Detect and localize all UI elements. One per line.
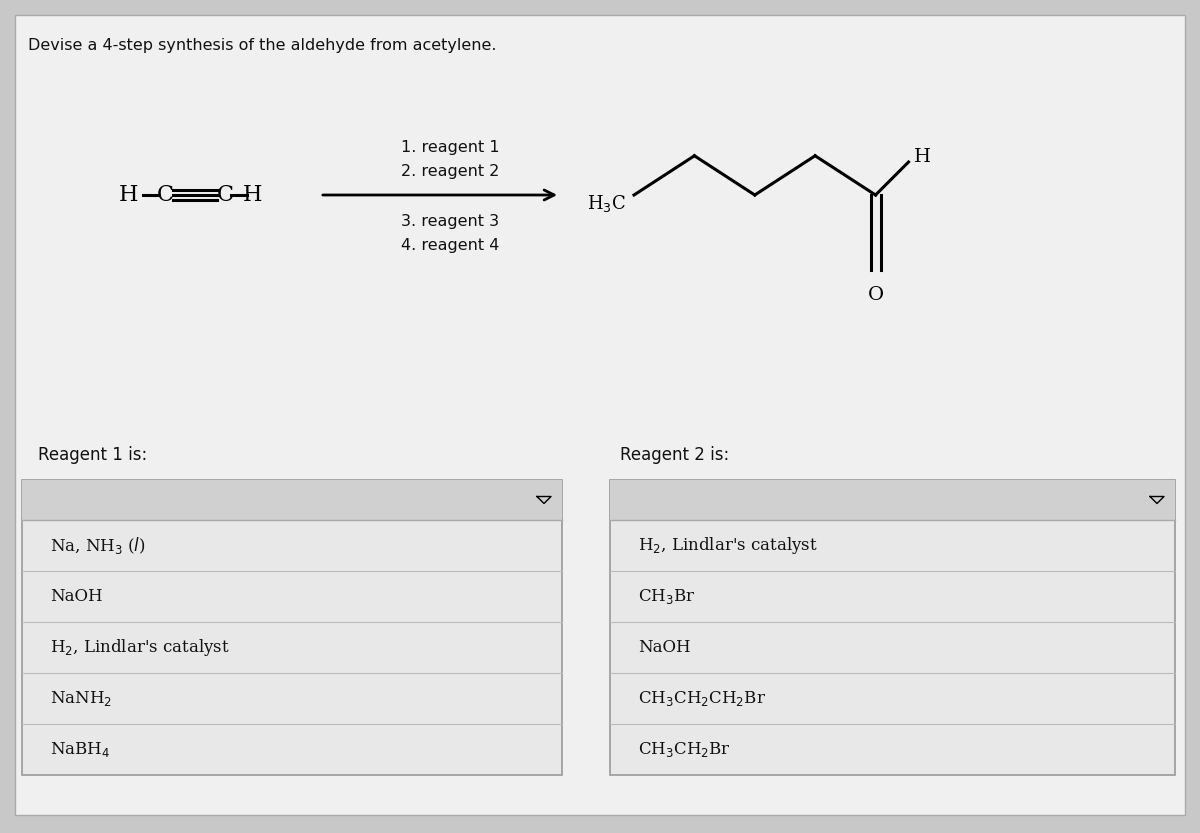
Bar xyxy=(610,480,1175,775)
Text: Reagent 2 is:: Reagent 2 is: xyxy=(620,446,730,464)
Text: H: H xyxy=(913,148,930,166)
Text: CH$_3$Br: CH$_3$Br xyxy=(638,587,696,606)
Bar xyxy=(22,480,562,520)
Text: C: C xyxy=(156,184,174,206)
Text: H: H xyxy=(244,184,263,206)
Text: 1. reagent 1: 1. reagent 1 xyxy=(401,139,499,154)
Text: H$_3$C: H$_3$C xyxy=(587,192,626,213)
Text: H$_2$, Lindlar's catalyst: H$_2$, Lindlar's catalyst xyxy=(50,637,230,658)
Text: Reagent 1 is:: Reagent 1 is: xyxy=(38,446,148,464)
Text: CH$_3$CH$_2$Br: CH$_3$CH$_2$Br xyxy=(638,740,731,759)
Text: C: C xyxy=(216,184,234,206)
Text: O: O xyxy=(868,286,883,304)
Text: H: H xyxy=(119,184,139,206)
Text: NaNH$_2$: NaNH$_2$ xyxy=(50,689,112,708)
Bar xyxy=(22,480,562,775)
Text: CH$_3$CH$_2$CH$_2$Br: CH$_3$CH$_2$CH$_2$Br xyxy=(638,689,766,708)
Text: Na, NH$_3$ ($l$): Na, NH$_3$ ($l$) xyxy=(50,535,145,556)
Text: 2. reagent 2: 2. reagent 2 xyxy=(401,163,499,178)
Text: 3. reagent 3: 3. reagent 3 xyxy=(401,213,499,228)
Text: NaOH: NaOH xyxy=(638,639,691,656)
Text: Devise a 4-step synthesis of the aldehyde from acetylene.: Devise a 4-step synthesis of the aldehyd… xyxy=(28,38,497,53)
Bar xyxy=(610,480,1175,520)
Text: NaOH: NaOH xyxy=(50,588,103,605)
Text: H$_2$, Lindlar's catalyst: H$_2$, Lindlar's catalyst xyxy=(638,535,818,556)
Text: NaBH$_4$: NaBH$_4$ xyxy=(50,740,110,759)
Text: 4. reagent 4: 4. reagent 4 xyxy=(401,237,499,252)
